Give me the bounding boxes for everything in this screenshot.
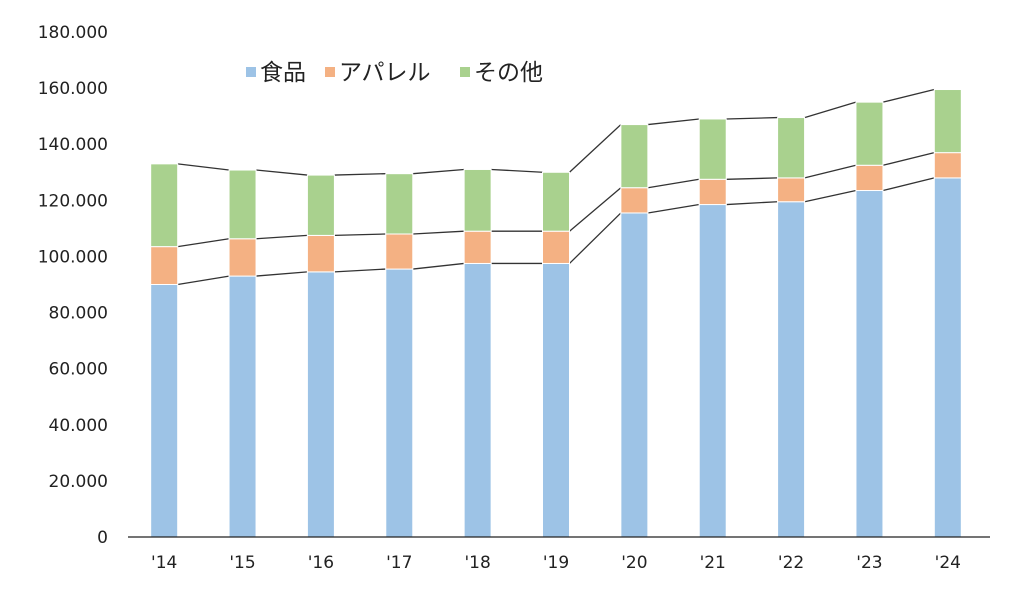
y-tick-label: 80.000 — [49, 304, 108, 324]
bar-segment-1-11 — [933, 177, 962, 538]
bar-segment-1-8 — [698, 204, 727, 538]
series-line-3-1 — [177, 163, 230, 171]
bar-segment-2-11 — [933, 152, 962, 179]
x-tick-label: '14 — [151, 553, 177, 573]
x-tick-label: '22 — [778, 553, 804, 573]
bar-segment-1-2 — [228, 275, 257, 538]
bar-segment-1-4 — [385, 268, 414, 538]
bar-segment-2-1 — [150, 246, 179, 285]
bar-segment-1-3 — [306, 271, 335, 538]
bar-segment-3-11 — [933, 89, 962, 154]
bar-segment-3-6 — [542, 171, 570, 232]
y-tick-label: 60.000 — [49, 360, 108, 380]
legend-label-1: 食品 — [260, 60, 306, 86]
bar-segment-3-2 — [228, 169, 257, 240]
y-tick-label: 40.000 — [49, 416, 108, 436]
x-axis-ticks: '14 '15 '16 '17 '18 '19 '20 '21 '22 '23 '24 — [151, 553, 961, 573]
x-tick-label: '18 — [464, 553, 490, 573]
bar-segment-3-8 — [698, 118, 727, 180]
bar-segment-1-5 — [463, 262, 492, 538]
series-line-1-2 — [255, 271, 308, 277]
bar-segment-2-10 — [855, 164, 884, 192]
bar-segment-1-9 — [777, 201, 806, 538]
series-line-1-3 — [334, 268, 386, 273]
legend-swatch-2 — [325, 67, 335, 77]
series-line-1-9 — [804, 189, 857, 203]
bar-segment-1-1 — [150, 284, 179, 538]
series-line-1-1 — [177, 275, 230, 286]
bar-segment-2-4 — [385, 233, 414, 270]
x-tick-label: '24 — [935, 553, 961, 573]
series-line-2-4 — [412, 230, 465, 235]
y-tick-label: 120.000 — [38, 191, 108, 211]
x-tick-label: '19 — [543, 553, 569, 573]
bar-segment-2-3 — [306, 234, 335, 273]
y-tick-label: 140.000 — [38, 135, 108, 155]
y-tick-label: 160.000 — [38, 79, 108, 99]
series-line-2-7 — [647, 178, 700, 189]
x-tick-label: '23 — [856, 553, 882, 573]
bar-segment-3-9 — [777, 117, 806, 179]
series-line-2-6 — [569, 187, 622, 232]
series-line-3-6 — [569, 124, 622, 173]
legend-label-2: アパレル — [339, 60, 431, 86]
series-line-2-2 — [256, 234, 308, 240]
series-line-3-10 — [882, 88, 935, 103]
bar-segment-3-10 — [855, 101, 884, 166]
series-line-3-4 — [412, 168, 465, 175]
bar-segment-2-9 — [777, 177, 806, 203]
x-tick-label: '16 — [308, 553, 334, 573]
bars — [150, 89, 962, 538]
series-line-1-6 — [569, 212, 622, 264]
y-tick-label: 100.000 — [38, 247, 108, 267]
series-line-2-9 — [804, 164, 857, 179]
series-line-1-4 — [412, 262, 465, 270]
series-line-2-1 — [177, 238, 230, 248]
bar-segment-2-5 — [463, 230, 492, 264]
bar-segment-3-1 — [150, 163, 179, 248]
y-axis-ticks: 0 20.000 40.000 60.000 80.000 100.000 120.000 1… — [38, 23, 108, 548]
series-line-3-5 — [491, 168, 543, 173]
bar-segment-3-5 — [463, 168, 492, 232]
bar-segment-1-6 — [542, 262, 570, 538]
bar-segment-2-2 — [228, 238, 257, 277]
bar-segment-1-10 — [855, 190, 884, 538]
legend-swatch-3 — [460, 67, 470, 77]
series-line-2-10 — [882, 152, 935, 166]
x-tick-label: '15 — [229, 553, 255, 573]
x-tick-label: '20 — [621, 553, 647, 573]
series-line-1-8 — [726, 201, 778, 206]
y-tick-label: 20.000 — [49, 472, 108, 492]
series-line-3-9 — [804, 101, 857, 119]
series-line-2-8 — [726, 177, 778, 180]
bar-segment-2-7 — [620, 187, 649, 214]
bar-segment-2-6 — [542, 230, 570, 264]
series-line-2-3 — [334, 233, 386, 237]
bar-segment-1-7 — [620, 212, 649, 538]
legend-swatch-1 — [246, 67, 256, 77]
series-line-1-10 — [882, 177, 935, 192]
y-tick-label: 180.000 — [38, 23, 108, 43]
series-line-3-8 — [726, 116, 778, 120]
y-tick-label: 0 — [97, 528, 108, 548]
bar-segment-2-8 — [698, 178, 727, 206]
bar-segment-3-3 — [306, 174, 335, 236]
bar-segment-3-4 — [385, 173, 414, 235]
series-line-3-7 — [647, 118, 700, 126]
series-connector-lines — [177, 88, 935, 286]
series-line-3-3 — [334, 173, 386, 176]
legend-label-3: その他 — [474, 60, 543, 86]
bar-segment-3-7 — [620, 124, 649, 189]
legend: 食品 アパレル その他 — [246, 60, 543, 86]
x-tick-label: '21 — [700, 553, 726, 573]
series-line-1-7 — [647, 203, 700, 214]
x-tick-label: '17 — [386, 553, 412, 573]
series-line-3-2 — [255, 169, 308, 176]
